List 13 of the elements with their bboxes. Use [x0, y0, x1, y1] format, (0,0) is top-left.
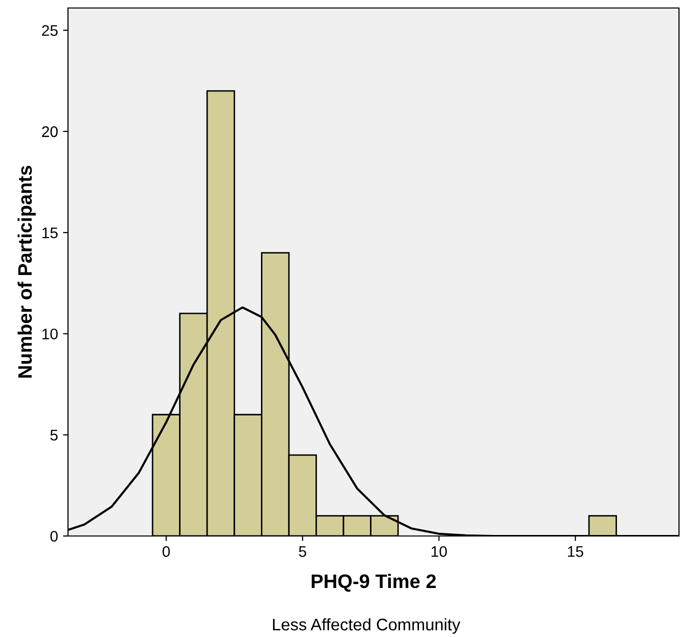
- y-tick-label: 10: [42, 328, 58, 340]
- y-axis-title: Number of Participants: [18, 166, 36, 378]
- x-tick-label: 10: [432, 546, 447, 557]
- y-tick-label: 5: [50, 430, 58, 441]
- x-tick-label: 15: [568, 546, 584, 557]
- y-tick-label: 0: [50, 530, 58, 542]
- text: Less Affected Community: [273, 618, 460, 634]
- x-tick-label: 5: [298, 546, 306, 557]
- y-tick-label: 15: [42, 228, 58, 238]
- y-tick-label: 25: [42, 25, 58, 36]
- x-tick-label: 0: [162, 546, 170, 557]
- x-axis-title: PHQ-9 Time 2: [312, 574, 436, 592]
- y-tick-label: 20: [42, 126, 58, 138]
